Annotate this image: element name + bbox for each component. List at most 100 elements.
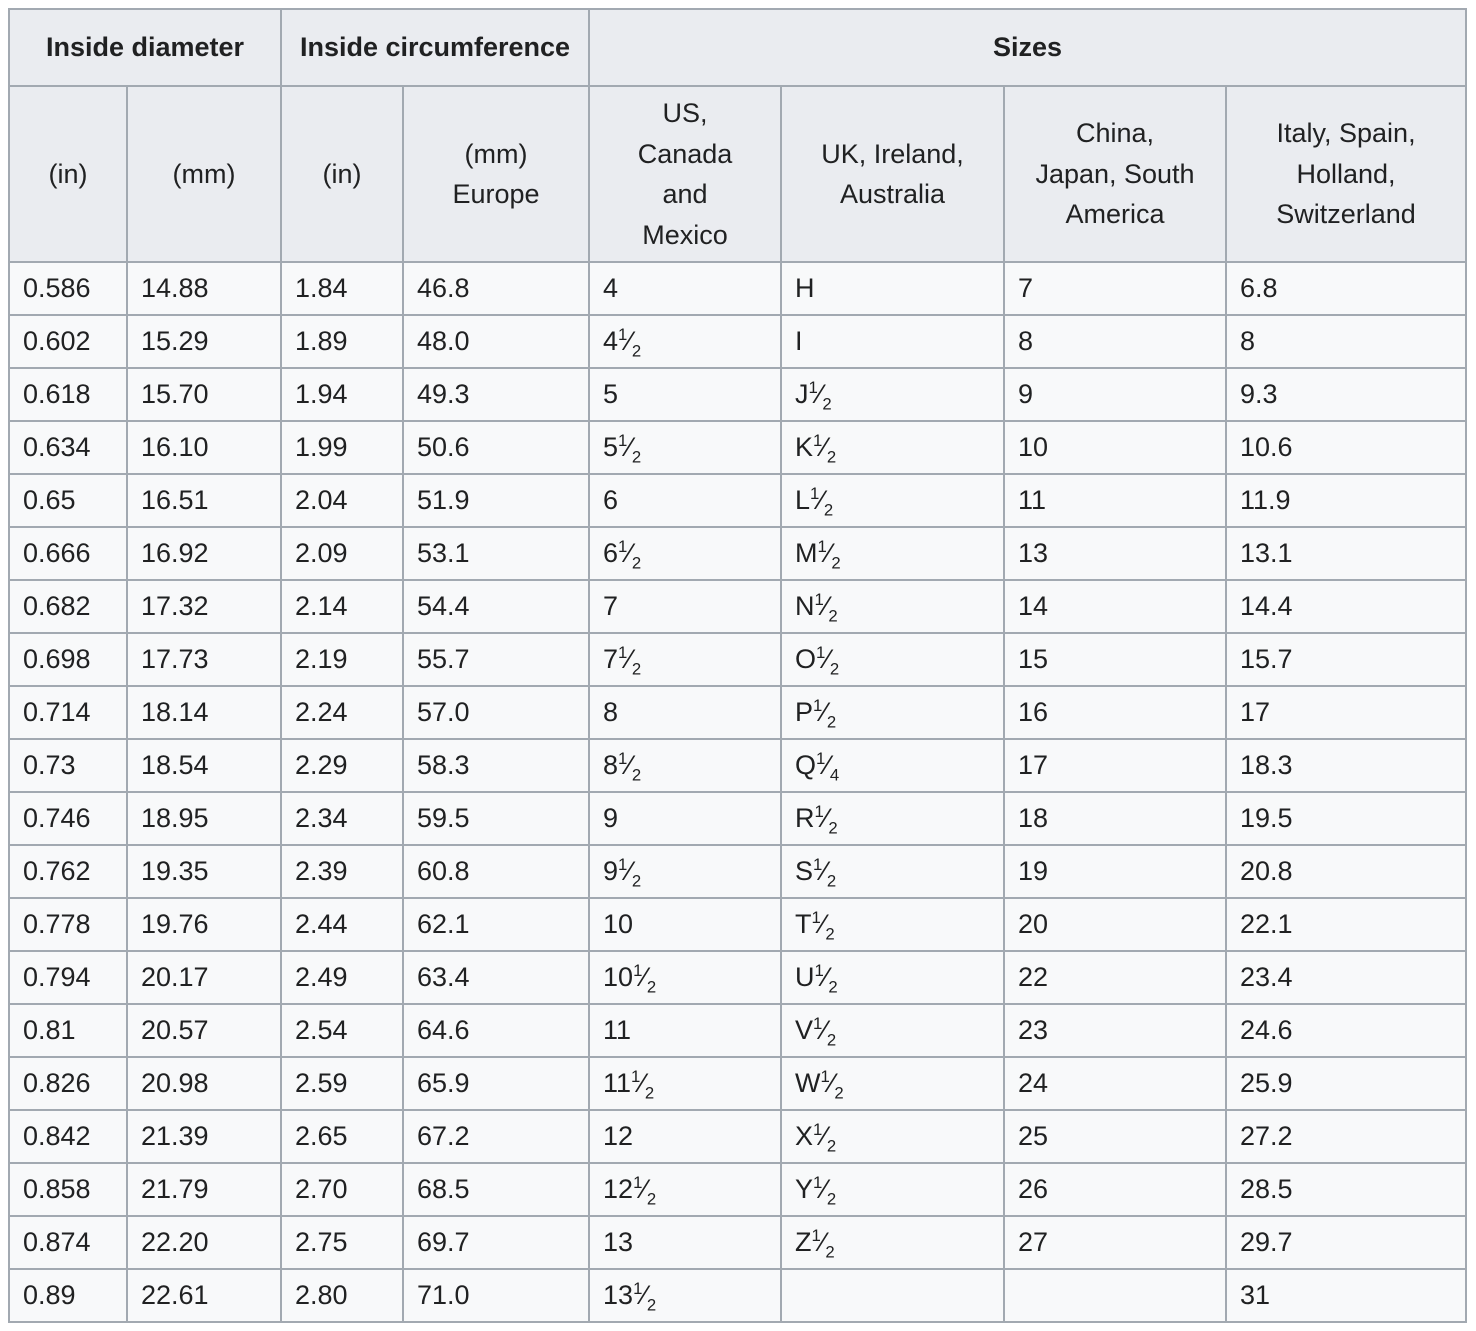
cell: 64.6 [402, 1003, 591, 1058]
cell: 2.54 [280, 1003, 405, 1058]
cell: I [780, 314, 1006, 369]
cell: 20.98 [125, 1056, 283, 1111]
cell: 22.61 [125, 1268, 283, 1323]
cell: 9 [588, 791, 783, 846]
column-header-italy-spain-holland-switzerland: Italy, Spain, Holland, Switzerland [1225, 85, 1468, 263]
cell: 17.32 [125, 579, 283, 634]
cell: 60.8 [402, 844, 591, 899]
cell: 22.1 [1225, 897, 1468, 952]
cell: 2.14 [280, 579, 405, 634]
cell: 13 [1003, 526, 1228, 581]
table-row: 0.714 18.14 2.24 57.0 8 P1⁄2 16 17 [8, 685, 1468, 740]
cell: 0.698 [8, 632, 128, 687]
cell: 1.84 [280, 261, 405, 316]
group-header-row: Inside diameter Inside circumference Siz… [7, 8, 1468, 87]
cell: 2.19 [280, 632, 405, 687]
table-row: 0.89 22.61 2.80 71.0 131⁄2 31 [8, 1268, 1468, 1323]
column-header-uk-ireland-australia: UK, Ireland, Australia [780, 85, 1006, 263]
cell: 17 [1225, 685, 1468, 740]
table-row: 0.81 20.57 2.54 64.6 11 V1⁄2 23 24.6 [8, 1003, 1468, 1058]
cell: 7 [588, 579, 783, 634]
cell: 101⁄2 [588, 950, 783, 1005]
cell: 0.73 [8, 738, 128, 793]
cell: Q1⁄4 [780, 738, 1006, 793]
table-row: 0.586 14.88 1.84 46.8 4 H 7 6.8 [8, 261, 1468, 316]
cell: 20.17 [125, 950, 283, 1005]
cell: 6.8 [1225, 261, 1468, 316]
cell: 1.94 [280, 367, 405, 422]
ring-size-conversion-table: Inside diameter Inside circumference Siz… [7, 8, 1468, 1323]
cell: 11 [1003, 473, 1228, 528]
cell: 10 [1003, 420, 1228, 475]
cell: 0.842 [8, 1109, 128, 1164]
cell: 53.1 [402, 526, 591, 581]
cell: T1⁄2 [780, 897, 1006, 952]
cell: P1⁄2 [780, 685, 1006, 740]
cell: 16.51 [125, 473, 283, 528]
cell: 131⁄2 [588, 1268, 783, 1323]
cell: 23 [1003, 1003, 1228, 1058]
cell: 13 [588, 1215, 783, 1270]
cell: 6 [588, 473, 783, 528]
cell: 19 [1003, 844, 1228, 899]
cell: 25.9 [1225, 1056, 1468, 1111]
cell: 19.5 [1225, 791, 1468, 846]
cell: 48.0 [402, 314, 591, 369]
table-row: 0.73 18.54 2.29 58.3 81⁄2 Q1⁄4 17 18.3 [8, 738, 1468, 793]
cell: 2.44 [280, 897, 405, 952]
column-header-diameter-mm: (mm) [125, 85, 283, 263]
cell: 12 [588, 1109, 783, 1164]
cell: 14 [1003, 579, 1228, 634]
cell: 0.634 [8, 420, 128, 475]
cell: X1⁄2 [780, 1109, 1006, 1164]
cell: 0.89 [8, 1268, 128, 1323]
cell: 0.666 [8, 526, 128, 581]
cell: 10 [588, 897, 783, 952]
table-row: 0.666 16.92 2.09 53.1 61⁄2 M1⁄2 13 13.1 [8, 526, 1468, 581]
table-row: 0.874 22.20 2.75 69.7 13 Z1⁄2 27 29.7 [8, 1215, 1468, 1270]
cell: 18.54 [125, 738, 283, 793]
cell: 1.89 [280, 314, 405, 369]
cell: U1⁄2 [780, 950, 1006, 1005]
cell: 0.794 [8, 950, 128, 1005]
cell: 17 [1003, 738, 1228, 793]
cell: 2.24 [280, 685, 405, 740]
table-row: 0.746 18.95 2.34 59.5 9 R1⁄2 18 19.5 [8, 791, 1468, 846]
cell: 0.682 [8, 579, 128, 634]
cell: 41⁄2 [588, 314, 783, 369]
cell: 14.4 [1225, 579, 1468, 634]
cell: 20.57 [125, 1003, 283, 1058]
cell: 9 [1003, 367, 1228, 422]
cell: R1⁄2 [780, 791, 1006, 846]
cell: 15.29 [125, 314, 283, 369]
cell: 0.618 [8, 367, 128, 422]
cell: 51⁄2 [588, 420, 783, 475]
cell: O1⁄2 [780, 632, 1006, 687]
table-row: 0.858 21.79 2.70 68.5 121⁄2 Y1⁄2 26 28.5 [8, 1162, 1468, 1217]
cell: 0.778 [8, 897, 128, 952]
cell: 8 [1225, 314, 1468, 369]
cell: 54.4 [402, 579, 591, 634]
cell: 51.9 [402, 473, 591, 528]
cell: 121⁄2 [588, 1162, 783, 1217]
cell: 62.1 [402, 897, 591, 952]
cell: 9.3 [1225, 367, 1468, 422]
table-row: 0.762 19.35 2.39 60.8 91⁄2 S1⁄2 19 20.8 [8, 844, 1468, 899]
cell: 81⁄2 [588, 738, 783, 793]
cell: M1⁄2 [780, 526, 1006, 581]
cell: 31 [1225, 1268, 1468, 1323]
table-row: 0.618 15.70 1.94 49.3 5 J1⁄2 9 9.3 [8, 367, 1468, 422]
cell: Y1⁄2 [780, 1162, 1006, 1217]
cell: 2.09 [280, 526, 405, 581]
cell: 0.874 [8, 1215, 128, 1270]
cell: 0.826 [8, 1056, 128, 1111]
table-row: 0.794 20.17 2.49 63.4 101⁄2 U1⁄2 22 23.4 [8, 950, 1468, 1005]
group-header-inside-diameter: Inside diameter [7, 8, 283, 87]
cell: 28.5 [1225, 1162, 1468, 1217]
cell: 2.65 [280, 1109, 405, 1164]
cell: 0.81 [8, 1003, 128, 1058]
cell: 0.714 [8, 685, 128, 740]
cell: 18.95 [125, 791, 283, 846]
cell: 71⁄2 [588, 632, 783, 687]
cell: 25 [1003, 1109, 1228, 1164]
